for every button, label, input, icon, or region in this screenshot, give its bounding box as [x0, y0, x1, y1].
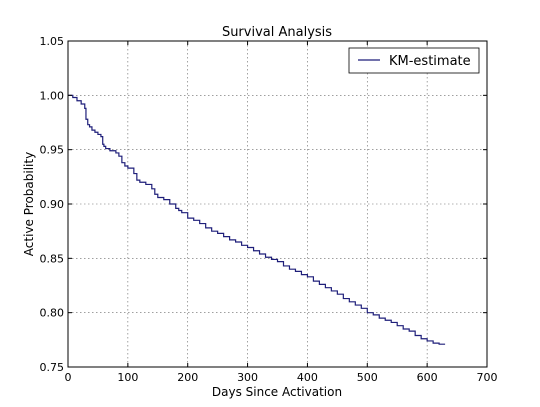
y-tick-label: 0.85	[40, 252, 65, 265]
ticks	[67, 40, 488, 368]
y-tick-label: 1.05	[40, 35, 65, 48]
y-tick-label: 0.95	[40, 144, 65, 157]
y-axis-label: Active Probability	[22, 152, 36, 256]
x-tick-label: 400	[297, 371, 318, 384]
y-tick-label: 0.90	[40, 198, 65, 211]
x-tick-label: 500	[357, 371, 378, 384]
legend: KM-estimate	[348, 47, 480, 74]
y-tick-label: 0.80	[40, 307, 65, 320]
x-tick-label: 700	[477, 371, 498, 384]
y-tick-label: 0.75	[40, 361, 65, 374]
x-tick-label: 200	[177, 371, 198, 384]
series-layer	[68, 94, 446, 345]
x-tick-label: 300	[237, 371, 258, 384]
legend-label: KM-estimate	[389, 54, 471, 69]
tick-labels: 0 100 200 300 400 500 600 700 0.75 0.80 0.85 0.90 0.…	[40, 35, 498, 384]
chart-title: Survival Analysis	[222, 25, 332, 40]
x-tick-label: 100	[117, 371, 138, 384]
y-tick-label: 1.00	[40, 89, 65, 102]
x-tick-label: 600	[417, 371, 438, 384]
km-estimate-line	[68, 94, 446, 345]
x-axis-label: Days Since Activation	[212, 385, 342, 399]
x-tick-label: 0	[65, 371, 72, 384]
